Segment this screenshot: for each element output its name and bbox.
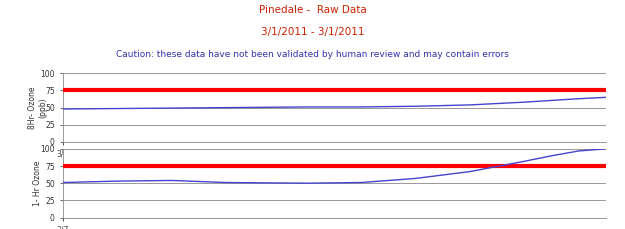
Text: Caution: these data have not been validated by human review and may contain erro: Caution: these data have not been valida… — [116, 50, 509, 59]
Text: Pinedale -  Raw Data: Pinedale - Raw Data — [259, 5, 366, 15]
Text: 3/1/2011 - 3/1/2011: 3/1/2011 - 3/1/2011 — [261, 27, 364, 38]
Y-axis label: 1- Hr Ozone: 1- Hr Ozone — [33, 161, 42, 206]
Y-axis label: 8Hr- Ozone
(ppb): 8Hr- Ozone (ppb) — [28, 86, 48, 129]
